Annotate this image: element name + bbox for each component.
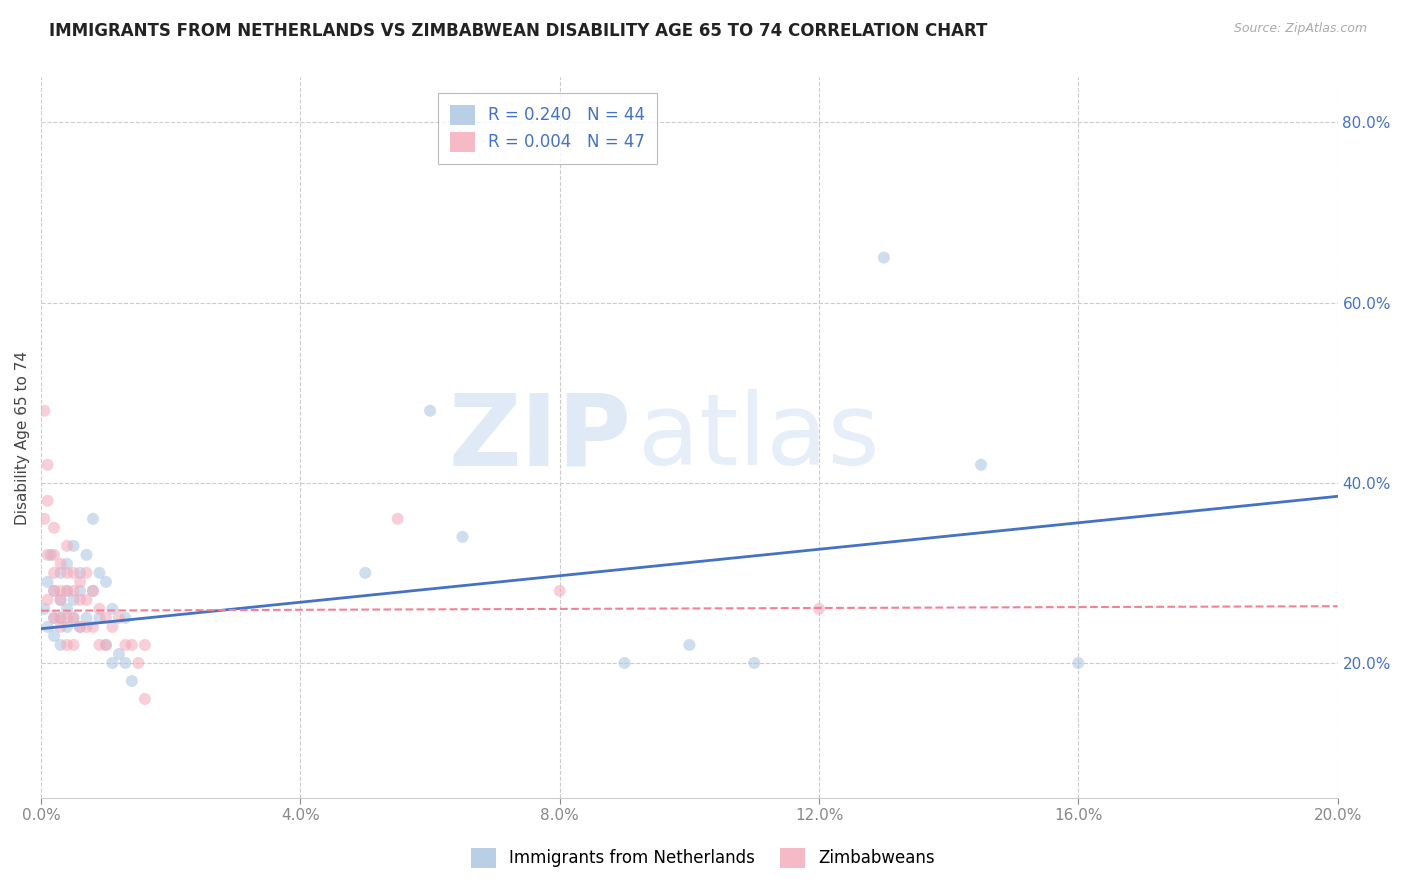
Point [62,566,84,580]
Point [42,583,65,598]
Point [56,611,79,625]
Point [42,548,65,562]
Point [82,583,104,598]
Legend: R = 0.240   N = 44, R = 0.004   N = 47: R = 0.240 N = 44, R = 0.004 N = 47 [439,93,657,163]
Point [34,602,56,616]
Legend: Immigrants from Netherlands, Zimbabweans: Immigrants from Netherlands, Zimbabweans [464,841,942,875]
Point [114,638,136,652]
Point [42,566,65,580]
Point [56,566,79,580]
Point [101,620,124,634]
Point [101,656,124,670]
Point [1067,656,1090,670]
Point [56,583,79,598]
Point [69,574,91,589]
Point [387,512,409,526]
Point [62,593,84,607]
Point [121,673,143,688]
Point [108,647,131,661]
Point [89,566,111,580]
Point [42,611,65,625]
Point [49,557,72,571]
Point [37,458,59,472]
Point [134,638,156,652]
Point [37,574,59,589]
Point [62,611,84,625]
Point [69,566,91,580]
Point [49,566,72,580]
Point [49,620,72,634]
Point [82,620,104,634]
Point [451,530,474,544]
Point [34,512,56,526]
Point [613,656,636,670]
Point [873,251,896,265]
Point [56,557,79,571]
Point [42,583,65,598]
Point [37,493,59,508]
Point [970,458,993,472]
Point [49,593,72,607]
Point [56,638,79,652]
Point [37,548,59,562]
Point [354,566,377,580]
Text: IMMIGRANTS FROM NETHERLANDS VS ZIMBABWEAN DISABILITY AGE 65 TO 74 CORRELATION CH: IMMIGRANTS FROM NETHERLANDS VS ZIMBABWEA… [49,22,987,40]
Point [62,638,84,652]
Point [39,548,62,562]
Point [37,593,59,607]
Point [34,403,56,417]
Point [56,539,79,553]
Point [69,620,91,634]
Point [76,620,98,634]
Point [76,593,98,607]
Point [89,638,111,652]
Y-axis label: Disability Age 65 to 74: Disability Age 65 to 74 [15,351,30,524]
Text: Source: ZipAtlas.com: Source: ZipAtlas.com [1233,22,1367,36]
Point [42,521,65,535]
Point [94,638,117,652]
Point [62,611,84,625]
Point [82,583,104,598]
Point [89,602,111,616]
Point [56,583,79,598]
Point [108,611,131,625]
Point [94,574,117,589]
Point [62,583,84,598]
Point [127,656,149,670]
Point [419,403,441,417]
Point [42,629,65,643]
Point [101,602,124,616]
Point [114,656,136,670]
Point [134,692,156,706]
Point [808,602,831,616]
Point [69,620,91,634]
Point [76,611,98,625]
Point [49,583,72,598]
Text: atlas: atlas [637,389,879,486]
Point [56,602,79,616]
Point [42,611,65,625]
Text: ZIP: ZIP [449,389,631,486]
Point [69,593,91,607]
Point [49,611,72,625]
Point [49,593,72,607]
Point [114,611,136,625]
Point [37,620,59,634]
Point [742,656,765,670]
Point [548,583,571,598]
Point [76,566,98,580]
Point [56,620,79,634]
Point [62,539,84,553]
Point [82,512,104,526]
Point [89,611,111,625]
Point [49,638,72,652]
Point [76,548,98,562]
Point [121,638,143,652]
Point [94,611,117,625]
Point [678,638,700,652]
Point [49,611,72,625]
Point [94,638,117,652]
Point [69,583,91,598]
